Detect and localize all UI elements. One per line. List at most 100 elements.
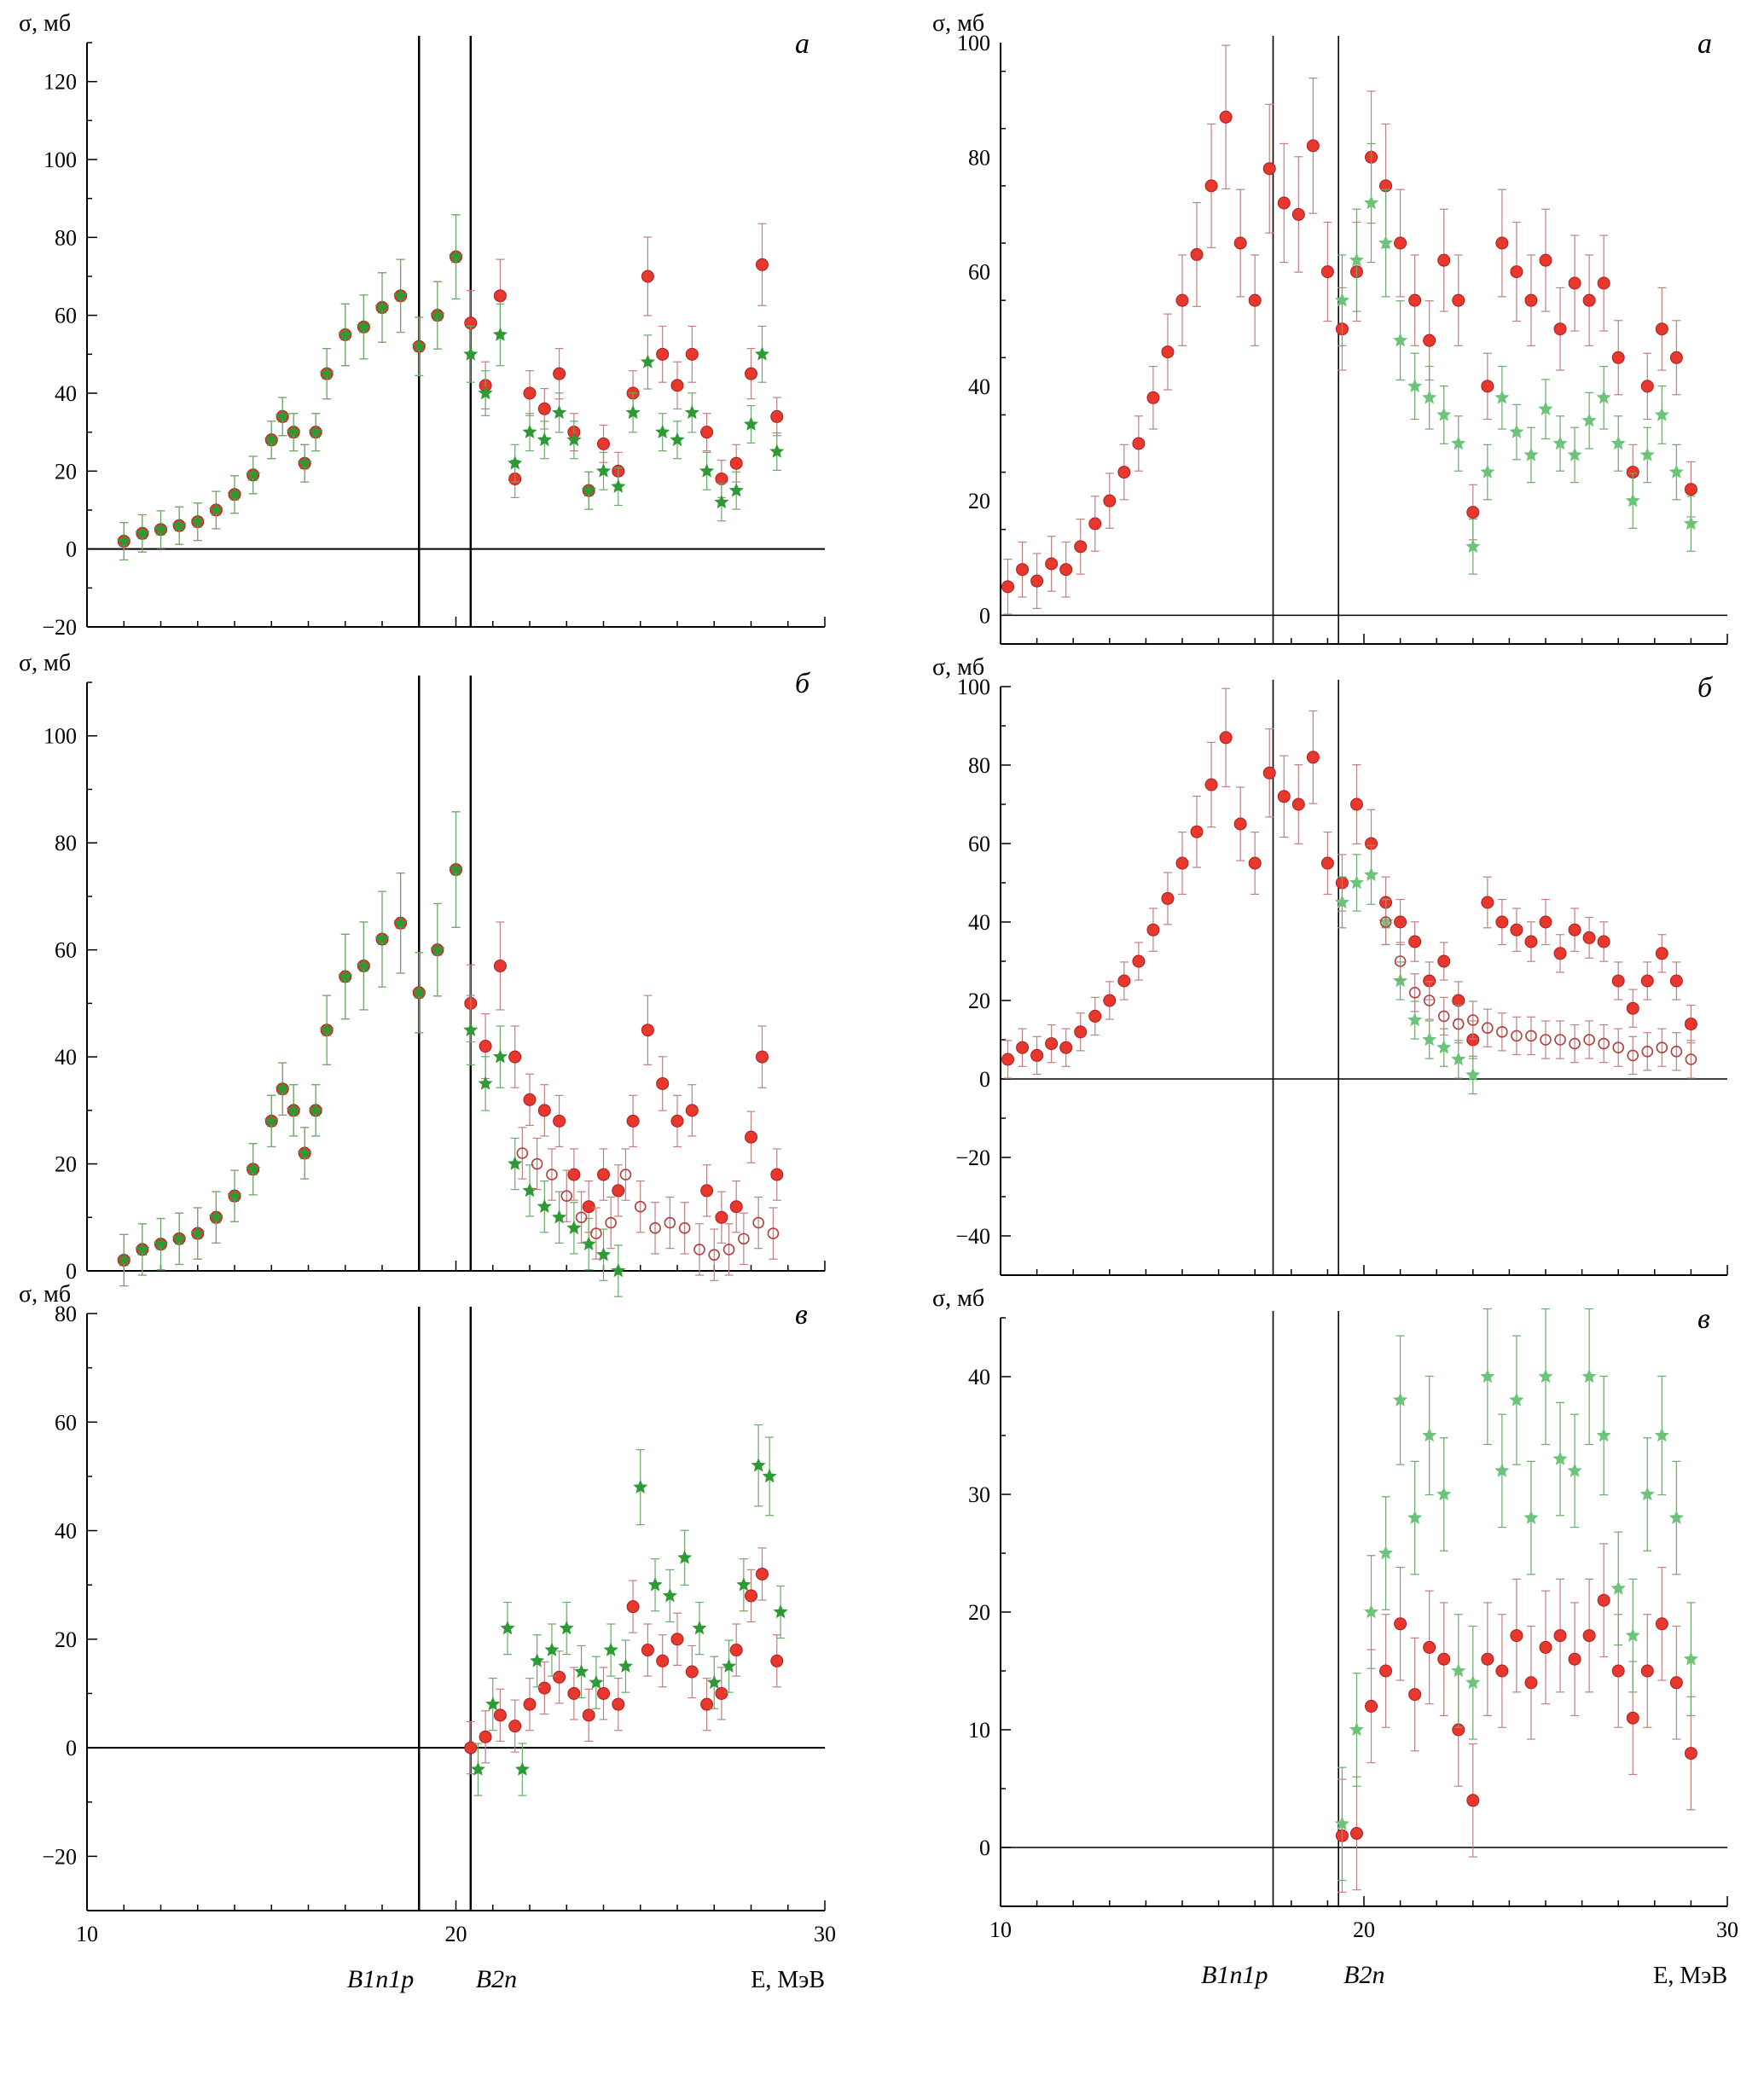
data-point xyxy=(1306,751,1320,764)
data-point xyxy=(715,1686,728,1700)
data-point xyxy=(1481,896,1494,909)
data-point xyxy=(670,432,685,447)
data-point xyxy=(463,1022,479,1036)
data-point xyxy=(275,1081,290,1095)
data-point xyxy=(1510,923,1523,937)
data-point xyxy=(1016,1041,1030,1054)
y-tick-label: 20 xyxy=(968,489,990,513)
data-point xyxy=(589,1674,604,1689)
data-point xyxy=(1394,1617,1407,1631)
data-point xyxy=(641,270,654,283)
data-point xyxy=(1001,1053,1015,1066)
data-point xyxy=(581,1236,596,1250)
data-point xyxy=(227,1188,242,1203)
panel-letter: б xyxy=(795,668,811,699)
data-point xyxy=(1596,1428,1611,1442)
y-axis-label: σ, мб xyxy=(19,650,71,676)
data-point xyxy=(116,1252,131,1267)
data-point xyxy=(411,984,426,1000)
data-point xyxy=(1495,236,1509,250)
data-point xyxy=(1656,1041,1668,1053)
data-point xyxy=(566,432,582,447)
data-point xyxy=(508,1156,523,1170)
data-point xyxy=(1422,390,1437,404)
series-0 xyxy=(1335,1543,1697,1894)
data-point xyxy=(1452,1018,1465,1030)
data-point xyxy=(641,1644,654,1657)
x-tick-label: 20 xyxy=(1353,1917,1375,1942)
data-point xyxy=(685,1665,699,1679)
data-point xyxy=(1494,390,1510,404)
data-point xyxy=(286,424,301,438)
x-tick-label: 30 xyxy=(1716,1917,1738,1942)
data-point xyxy=(1480,1369,1495,1383)
data-point xyxy=(714,494,729,509)
data-point xyxy=(605,1216,617,1229)
y-tick-label: 40 xyxy=(968,910,990,935)
data-point xyxy=(574,1664,589,1679)
data-point xyxy=(1132,954,1146,968)
data-point xyxy=(581,483,596,497)
panel-letter: а xyxy=(1697,28,1712,60)
data-point xyxy=(537,1104,551,1117)
data-point xyxy=(1452,994,1465,1007)
panel-letter: а xyxy=(795,28,809,60)
data-point xyxy=(356,958,371,972)
series-1 xyxy=(470,1424,788,1796)
x-axis-label: E, МэВ xyxy=(1653,1963,1727,1989)
data-point xyxy=(1552,1451,1568,1465)
data-point xyxy=(755,1567,769,1580)
data-point xyxy=(1349,1722,1364,1737)
data-point xyxy=(1639,1487,1655,1501)
data-point xyxy=(728,483,744,497)
data-point xyxy=(729,456,743,470)
data-point xyxy=(582,1708,595,1722)
data-point xyxy=(700,1184,714,1198)
data-point xyxy=(393,287,409,303)
data-point xyxy=(374,931,390,946)
data-point xyxy=(745,1589,757,1603)
data-point xyxy=(1655,947,1668,960)
data-point xyxy=(448,249,464,264)
data-point xyxy=(560,1190,573,1202)
x-tick-label: 20 xyxy=(445,1922,467,1946)
data-point xyxy=(1524,1676,1538,1690)
data-point xyxy=(1465,1674,1481,1690)
data-point xyxy=(516,1147,529,1159)
data-point xyxy=(1204,179,1218,193)
data-point xyxy=(1262,766,1276,780)
data-point xyxy=(246,467,261,482)
data-point xyxy=(1583,1034,1595,1046)
data-point xyxy=(1334,293,1349,307)
data-point xyxy=(1596,390,1611,404)
data-point xyxy=(670,1114,684,1128)
data-point xyxy=(338,969,353,983)
data-point xyxy=(338,327,353,341)
data-point xyxy=(656,1654,670,1668)
data-point xyxy=(1510,265,1523,279)
data-point xyxy=(530,1653,545,1668)
data-point xyxy=(582,1200,595,1214)
data-point xyxy=(246,1161,261,1176)
y-tick-label: 80 xyxy=(968,753,990,778)
data-point xyxy=(626,1114,640,1128)
data-point xyxy=(1640,1664,1654,1678)
data-point xyxy=(706,1674,722,1689)
data-point xyxy=(1685,1053,1697,1065)
data-point xyxy=(464,1741,478,1754)
data-point xyxy=(1625,493,1640,508)
data-point xyxy=(1553,322,1567,336)
data-point xyxy=(1408,293,1422,307)
chart-panel-right-c: 0 10 20 30 40 10 20 30 E, МэВ B1n1p B2n σ, мб в xyxy=(932,1285,1738,1989)
data-point xyxy=(374,299,390,314)
data-point xyxy=(1262,162,1276,176)
data-point xyxy=(677,1550,693,1564)
data-point xyxy=(1640,974,1654,988)
data-point xyxy=(1248,293,1262,307)
data-point xyxy=(1291,798,1305,811)
chart-panel-left-c: −20 0 20 40 60 80 10 20 30 E, МэВ B1n1p B2n σ, мб в xyxy=(19,1281,836,1993)
data-point xyxy=(135,525,150,540)
data-point xyxy=(135,1241,150,1256)
data-point xyxy=(1626,1711,1639,1725)
series-1 xyxy=(116,214,785,561)
